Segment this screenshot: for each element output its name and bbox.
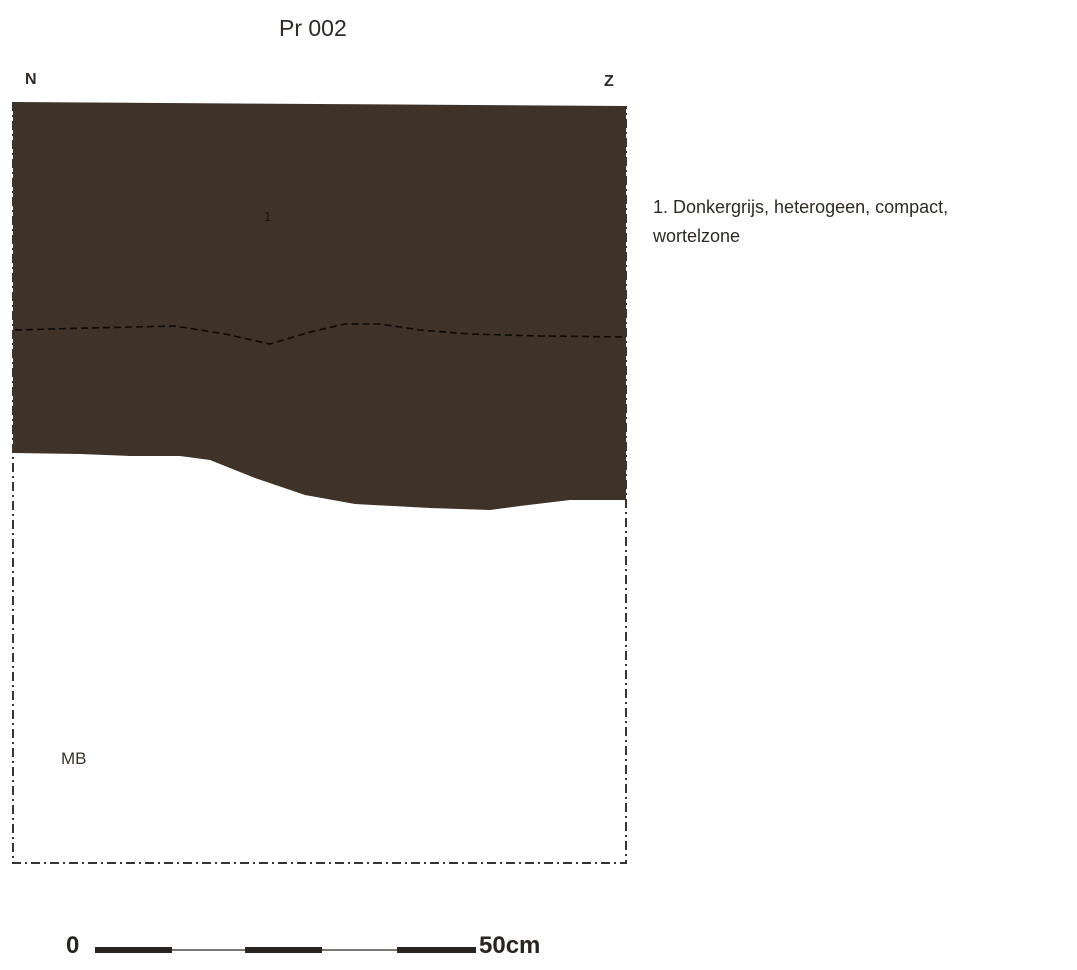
orientation-south-label: Z — [604, 73, 614, 90]
scale-bar-end-label: 50cm — [479, 932, 541, 959]
scale-bar-start-label: 0 — [66, 932, 80, 959]
scale-bar-segment — [245, 947, 322, 953]
subsoil-label: MB — [61, 749, 87, 768]
legend-entry-1-line-2: wortelzone — [653, 226, 741, 246]
scale-bar-segment — [95, 947, 172, 953]
orientation-north-label: N — [25, 71, 37, 88]
layer-legend: 1. Donkergrijs, heterogeen, compact, wor… — [653, 193, 1073, 251]
legend-entry-1-line-1: 1. Donkergrijs, heterogeen, compact, — [653, 197, 949, 217]
layer-1-internal-boundary — [14, 323, 627, 345]
layer-1-number-label: 1 — [264, 209, 272, 224]
scale-bar-segment — [397, 947, 476, 953]
profile-title: Pr 002 — [279, 15, 347, 41]
layer-1-area — [13, 102, 626, 510]
